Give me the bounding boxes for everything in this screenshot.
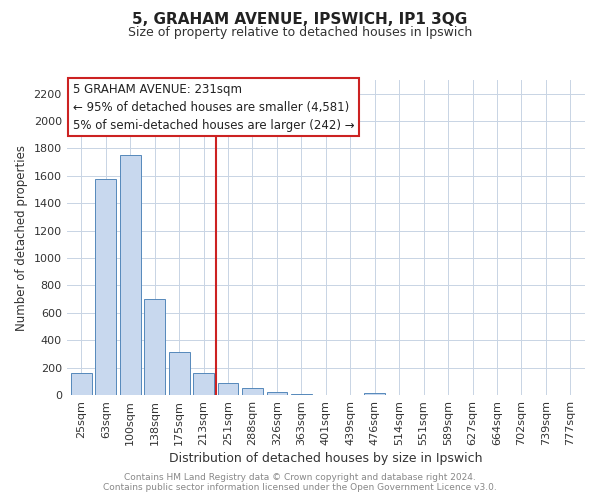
X-axis label: Distribution of detached houses by size in Ipswich: Distribution of detached houses by size …: [169, 452, 482, 465]
Bar: [218, 384, 238, 395]
Bar: [364, 393, 385, 395]
Bar: [95, 178, 116, 395]
Bar: [120, 156, 140, 395]
Bar: [242, 388, 263, 395]
Text: 5, GRAHAM AVENUE, IPSWICH, IP1 3QG: 5, GRAHAM AVENUE, IPSWICH, IP1 3QG: [133, 12, 467, 28]
Y-axis label: Number of detached properties: Number of detached properties: [15, 144, 28, 330]
Bar: [144, 299, 165, 395]
Text: Contains HM Land Registry data © Crown copyright and database right 2024.
Contai: Contains HM Land Registry data © Crown c…: [103, 473, 497, 492]
Bar: [193, 373, 214, 395]
Text: Size of property relative to detached houses in Ipswich: Size of property relative to detached ho…: [128, 26, 472, 39]
Bar: [169, 352, 190, 395]
Bar: [266, 392, 287, 395]
Bar: [291, 394, 312, 395]
Bar: [71, 373, 92, 395]
Text: 5 GRAHAM AVENUE: 231sqm
← 95% of detached houses are smaller (4,581)
5% of semi-: 5 GRAHAM AVENUE: 231sqm ← 95% of detache…: [73, 82, 354, 132]
